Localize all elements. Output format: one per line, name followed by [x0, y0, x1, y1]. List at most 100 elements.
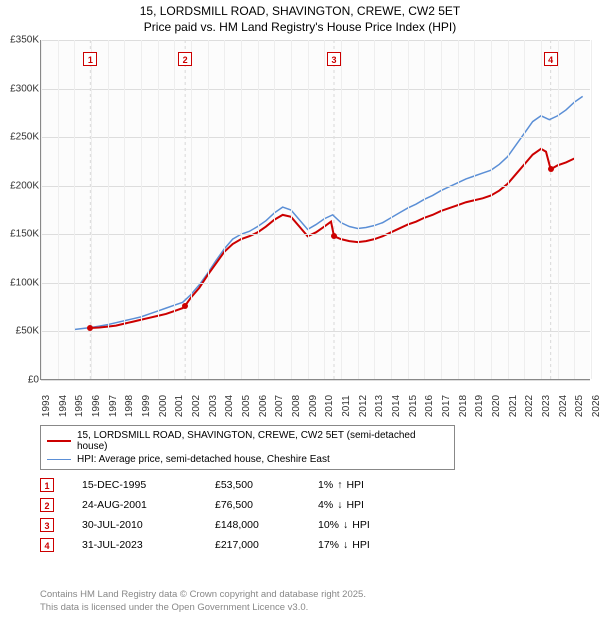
grid-v [324, 40, 325, 379]
grid-v [458, 40, 459, 379]
grid-v [508, 40, 509, 379]
x-tick-label: 2021 [508, 395, 519, 417]
y-tick-label: £200K [1, 180, 39, 191]
x-tick-label: 2012 [358, 395, 369, 417]
event-date: 24-AUG-2001 [82, 499, 187, 511]
x-tick-label: 2007 [274, 395, 285, 417]
x-tick-label: 2024 [558, 395, 569, 417]
grid-v [74, 40, 75, 379]
legend-row-hpi: HPI: Average price, semi-detached house,… [47, 453, 448, 466]
event-marker-3: 3 [327, 52, 341, 66]
y-tick-label: £50K [1, 326, 39, 337]
grid-v [241, 40, 242, 379]
grid-v [558, 40, 559, 379]
x-tick-label: 1994 [58, 395, 69, 417]
arrow-down-icon [343, 539, 348, 551]
grid-v [191, 40, 192, 379]
x-tick-label: 2010 [324, 395, 335, 417]
chart-title: 15, LORDSMILL ROAD, SHAVINGTON, CREWE, C… [0, 0, 600, 35]
sale-point-2 [182, 303, 188, 309]
x-tick-label: 2000 [158, 395, 169, 417]
event-price: £76,500 [215, 499, 290, 511]
sale-point-3 [331, 233, 337, 239]
event-price: £53,500 [215, 479, 290, 491]
x-tick-label: 1998 [124, 395, 135, 417]
footer-attribution: Contains HM Land Registry data © Crown c… [40, 589, 366, 614]
event-marker-2: 2 [178, 52, 192, 66]
x-tick-label: 2026 [591, 395, 600, 417]
y-tick-label: £100K [1, 277, 39, 288]
grid-v [41, 40, 42, 379]
event-date: 31-JUL-2023 [82, 539, 187, 551]
grid-v [574, 40, 575, 379]
x-tick-label: 2002 [191, 395, 202, 417]
grid-v [208, 40, 209, 379]
grid-v [158, 40, 159, 379]
grid-v [258, 40, 259, 379]
grid-v [591, 40, 592, 379]
grid-v [141, 40, 142, 379]
event-number: 1 [40, 478, 54, 492]
x-tick-label: 2001 [174, 395, 185, 417]
arrow-down-icon [337, 499, 342, 511]
x-tick-label: 2005 [241, 395, 252, 417]
x-tick-label: 2023 [541, 395, 552, 417]
y-tick-label: £250K [1, 132, 39, 143]
arrow-up-icon [337, 479, 342, 491]
grid-v [308, 40, 309, 379]
x-tick-label: 1997 [108, 395, 119, 417]
event-number: 2 [40, 498, 54, 512]
x-tick-label: 2004 [224, 395, 235, 417]
event-number: 3 [40, 518, 54, 532]
event-row: 431-JUL-2023£217,00017%HPI [40, 535, 408, 555]
x-tick-label: 2013 [374, 395, 385, 417]
grid-v [58, 40, 59, 379]
y-tick-label: £300K [1, 83, 39, 94]
event-diff: 4%HPI [318, 499, 408, 511]
event-row: 2 24-AUG-2001 £76,500 4%HPI [40, 495, 408, 515]
footer-line-2: This data is licensed under the Open Gov… [40, 602, 366, 614]
event-marker-1: 1 [83, 52, 97, 66]
event-number: 4 [40, 538, 54, 552]
x-tick-label: 2018 [458, 395, 469, 417]
legend: 15, LORDSMILL ROAD, SHAVINGTON, CREWE, C… [40, 425, 455, 470]
legend-label-hpi: HPI: Average price, semi-detached house,… [77, 454, 330, 465]
grid-v [291, 40, 292, 379]
y-tick-label: £0 [1, 375, 39, 386]
y-tick-label: £150K [1, 229, 39, 240]
x-tick-label: 2015 [408, 395, 419, 417]
grid-v [491, 40, 492, 379]
title-line-1: 15, LORDSMILL ROAD, SHAVINGTON, CREWE, C… [0, 4, 600, 20]
sale-point-4 [548, 166, 554, 172]
grid-v [541, 40, 542, 379]
legend-swatch-hpi [47, 459, 71, 460]
event-row: 115-DEC-1995£53,5001%HPI [40, 475, 408, 495]
event-marker-4: 4 [544, 52, 558, 66]
event-table: 115-DEC-1995£53,5001%HPI224-AUG-2001£76,… [40, 475, 408, 555]
arrow-down-icon [343, 519, 348, 531]
footer-line-1: Contains HM Land Registry data © Crown c… [40, 589, 366, 601]
grid-v [524, 40, 525, 379]
grid-v [408, 40, 409, 379]
title-line-2: Price paid vs. HM Land Registry's House … [0, 20, 600, 36]
event-date: 30-JUL-2010 [82, 519, 187, 531]
grid-v [424, 40, 425, 379]
grid-v [441, 40, 442, 379]
grid-v [391, 40, 392, 379]
x-tick-label: 2008 [291, 395, 302, 417]
grid-v [224, 40, 225, 379]
event-diff: 1%HPI [318, 479, 408, 491]
x-tick-label: 1996 [91, 395, 102, 417]
grid-v [341, 40, 342, 379]
x-tick-label: 1993 [41, 395, 52, 417]
grid-v [358, 40, 359, 379]
x-tick-label: 2016 [424, 395, 435, 417]
series-hpi [74, 96, 582, 329]
x-tick-label: 2022 [524, 395, 535, 417]
grid-v [474, 40, 475, 379]
legend-label-price-paid: 15, LORDSMILL ROAD, SHAVINGTON, CREWE, C… [77, 430, 448, 452]
legend-row-price-paid: 15, LORDSMILL ROAD, SHAVINGTON, CREWE, C… [47, 429, 448, 453]
grid-v [374, 40, 375, 379]
x-tick-label: 2020 [491, 395, 502, 417]
x-tick-label: 2006 [258, 395, 269, 417]
